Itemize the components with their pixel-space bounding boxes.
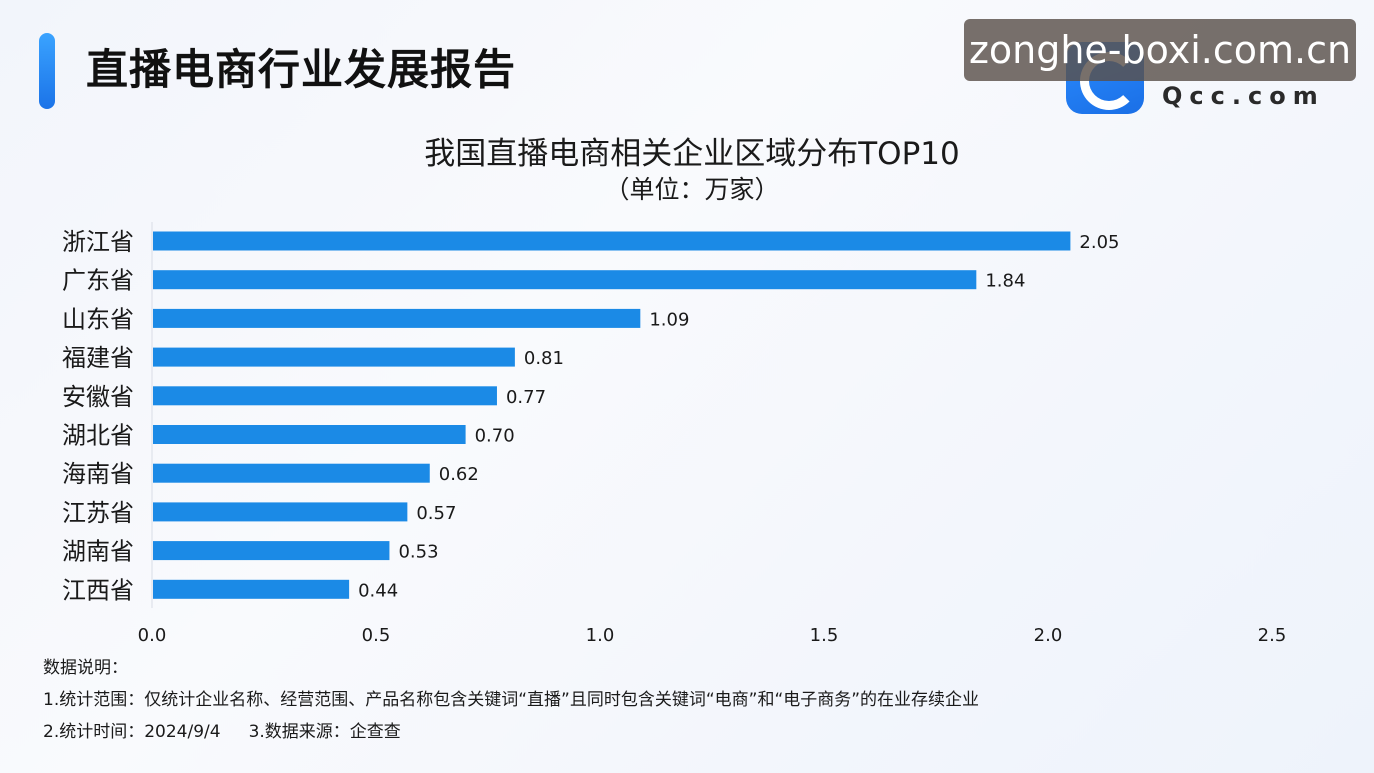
notes-time: 2.统计时间：2024/9/4 bbox=[43, 722, 221, 742]
chart-title: 我国直播电商相关企业区域分布TOP10 bbox=[424, 136, 960, 172]
category-label: 安徽省 bbox=[62, 383, 134, 411]
category-label: 江苏省 bbox=[62, 499, 134, 527]
x-tick-label: 0.5 bbox=[362, 625, 391, 646]
bar-5 bbox=[153, 386, 497, 406]
bar-10 bbox=[153, 579, 350, 599]
value-label: 0.57 bbox=[416, 503, 456, 524]
bar-1 bbox=[153, 231, 1071, 251]
page-title: 直播电商行业发展报告 bbox=[86, 45, 517, 94]
category-label: 广东省 bbox=[62, 267, 134, 295]
data-notes: 数据说明： 1.统计范围：仅统计企业名称、经营范围、产品名称包含关键词“直播”且… bbox=[43, 656, 979, 752]
notes-scope: 1.统计范围：仅统计企业名称、经营范围、产品名称包含关键词“直播”且同时包含关键… bbox=[43, 690, 980, 710]
value-label: 2.05 bbox=[1079, 232, 1119, 253]
category-label: 海南省 bbox=[62, 460, 134, 488]
category-label: 湖北省 bbox=[62, 422, 134, 450]
x-tick-label: 1.5 bbox=[810, 625, 839, 646]
bar-4 bbox=[153, 347, 515, 367]
x-tick-label: 2.5 bbox=[1258, 625, 1287, 646]
category-label: 浙江省 bbox=[62, 228, 134, 256]
x-tick-label: 0.0 bbox=[138, 625, 167, 646]
value-label: 0.81 bbox=[524, 348, 564, 369]
category-label: 山东省 bbox=[62, 305, 134, 333]
value-label: 0.62 bbox=[439, 464, 479, 485]
category-label: 江西省 bbox=[62, 576, 134, 604]
bar-7 bbox=[153, 463, 430, 483]
category-label: 福建省 bbox=[62, 344, 134, 372]
chart-subtitle: （单位：万家） bbox=[604, 175, 780, 204]
bar-9 bbox=[153, 541, 390, 561]
bar-2 bbox=[153, 270, 977, 290]
x-tick-label: 1.0 bbox=[586, 625, 615, 646]
notes-source: 3.数据来源：企查查 bbox=[248, 722, 401, 742]
x-tick-label: 2.0 bbox=[1034, 625, 1063, 646]
value-label: 0.70 bbox=[475, 426, 515, 447]
notes-time-source: 2.统计时间：2024/9/4 3.数据来源：企查查 bbox=[43, 720, 979, 752]
category-label: 湖南省 bbox=[62, 538, 134, 566]
watermark: zonghe-boxi.com.cn bbox=[964, 19, 1356, 81]
value-label: 0.53 bbox=[398, 542, 438, 563]
value-label: 1.09 bbox=[649, 309, 689, 330]
title-accent-bar bbox=[39, 33, 55, 109]
bar-3 bbox=[153, 308, 641, 328]
logo-text: Qcc.com bbox=[1162, 82, 1325, 110]
value-label: 0.77 bbox=[506, 387, 546, 408]
bar-8 bbox=[153, 502, 408, 522]
bar-6 bbox=[153, 425, 466, 444]
notes-heading: 数据说明： bbox=[43, 658, 128, 678]
value-label: 1.84 bbox=[985, 271, 1025, 292]
value-label: 0.44 bbox=[358, 580, 398, 601]
